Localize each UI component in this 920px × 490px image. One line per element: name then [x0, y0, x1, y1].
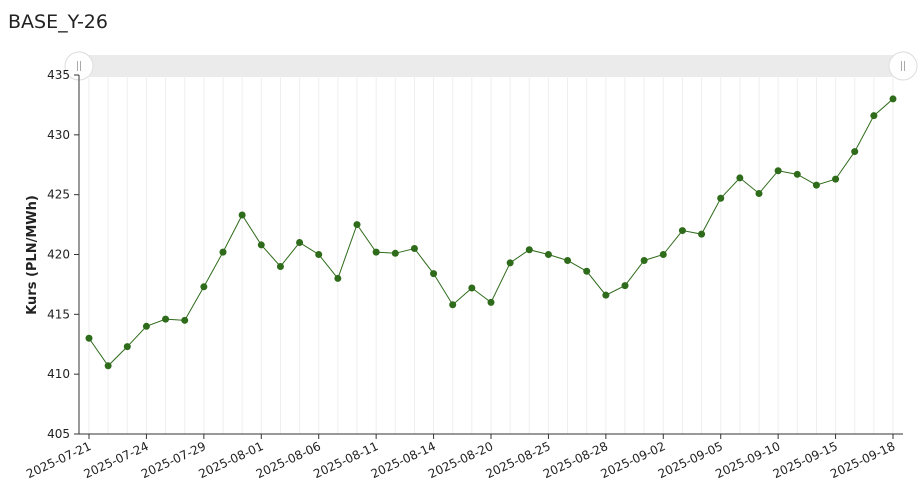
y-tick-label: 425: [47, 188, 70, 202]
point: [238, 211, 246, 219]
point: [678, 227, 686, 235]
y-axis-label: Kurs (PLN/MWh): [25, 195, 40, 315]
point: [736, 174, 744, 182]
point: [602, 291, 610, 299]
x-tick-label: 2025-08-28: [541, 439, 610, 481]
point: [315, 251, 323, 258]
y-tick-label: 430: [47, 128, 70, 142]
point: [430, 270, 438, 278]
point: [640, 256, 648, 264]
point: [391, 249, 399, 257]
x-tick-label: 2025-08-14: [369, 439, 438, 481]
point: [583, 267, 591, 275]
point: [793, 170, 801, 178]
point: [200, 283, 208, 291]
point: [276, 262, 284, 270]
x-tick-label: 2025-09-18: [828, 439, 897, 481]
point: [296, 239, 304, 247]
point: [832, 175, 840, 183]
y-tick-label: 410: [47, 367, 70, 381]
point: [487, 298, 495, 306]
x-tick-label: 2025-09-02: [598, 439, 667, 481]
point: [755, 189, 763, 197]
point: [142, 322, 150, 330]
point: [123, 343, 131, 351]
x-tick-label: 2025-07-24: [82, 439, 151, 481]
x-tick-label: 2025-07-21: [24, 439, 93, 481]
point: [353, 221, 361, 229]
point: [889, 95, 897, 103]
x-tick-label: 2025-08-25: [484, 439, 553, 481]
point: [181, 316, 189, 324]
point: [85, 334, 93, 342]
point: [334, 274, 342, 282]
point: [410, 245, 418, 253]
chart-title: BASE_Y-26: [8, 11, 108, 33]
x-tick-label: 2025-08-20: [426, 439, 495, 481]
x-tick-label: 2025-07-29: [139, 439, 208, 481]
point: [468, 284, 476, 292]
point: [104, 362, 112, 370]
y-tick-label: 405: [47, 427, 70, 441]
slider-handle-right[interactable]: [888, 51, 918, 81]
x-tick-label: 2025-09-05: [656, 439, 725, 481]
point: [621, 282, 629, 290]
point: [659, 251, 667, 258]
point: [564, 256, 572, 264]
zoom-slider[interactable]: [79, 55, 903, 77]
point: [372, 248, 380, 256]
x-tick-label: 2025-08-01: [196, 439, 265, 481]
point: [812, 181, 820, 189]
point: [698, 230, 706, 238]
point: [870, 112, 878, 120]
point: [717, 194, 725, 202]
x-tick-label: 2025-08-06: [254, 439, 323, 481]
y-tick-label: 415: [47, 307, 70, 321]
x-tick-label: 2025-09-10: [713, 439, 782, 481]
point: [449, 301, 457, 309]
x-tick-label: 2025-09-15: [771, 439, 840, 481]
point: [774, 167, 782, 175]
slider-handle-left[interactable]: [64, 51, 94, 81]
point: [219, 248, 227, 256]
y-tick-label: 435: [47, 68, 70, 82]
point: [162, 315, 170, 323]
point: [544, 251, 552, 258]
x-tick-label: 2025-08-11: [311, 439, 380, 481]
y-tick-label: 420: [47, 248, 70, 262]
point: [851, 148, 859, 156]
point: [257, 241, 265, 249]
point: [506, 259, 514, 267]
point: [525, 246, 533, 254]
